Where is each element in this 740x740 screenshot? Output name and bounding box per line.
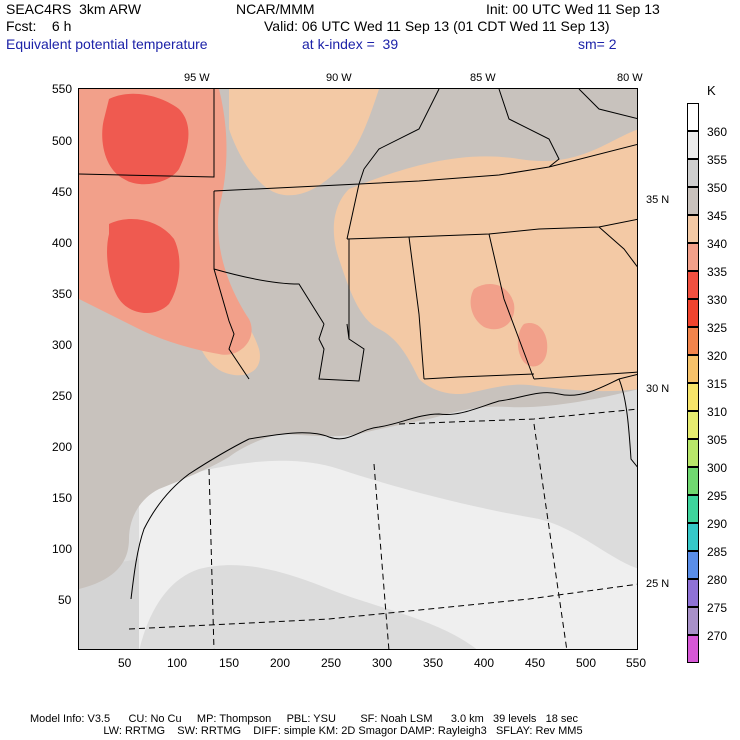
- colorbar-swatch: [687, 579, 699, 607]
- colorbar-label: 345: [707, 209, 728, 223]
- y-tick: 400: [52, 236, 73, 250]
- x-tick: 100: [167, 656, 188, 670]
- colorbar-label: 325: [707, 321, 728, 335]
- state-borders: [79, 89, 637, 382]
- colorbar-label: 275: [707, 601, 728, 615]
- colorbar-label: 285: [707, 545, 728, 559]
- colorbar-swatch: [687, 523, 699, 551]
- lon-label-85w: 85 W: [470, 72, 496, 84]
- init-time: Init: 00 UTC Wed 11 Sep 13: [486, 1, 660, 17]
- ocean-light-gulf: [139, 460, 637, 649]
- colorbar-swatch: [687, 355, 699, 383]
- colorbar-label: 340: [707, 237, 728, 251]
- colorbar-label: 280: [707, 573, 728, 587]
- map-canvas: [79, 89, 637, 649]
- valid-time: Valid: 06 UTC Wed 11 Sep 13 (01 CDT Wed …: [264, 18, 610, 34]
- colorbar-swatch: [687, 299, 699, 327]
- colorbar-label: 355: [707, 153, 728, 167]
- x-tick: 150: [219, 656, 240, 670]
- model-title: SEAC4RS 3km ARW: [6, 1, 142, 17]
- colorbar-swatch: [687, 551, 699, 579]
- colorbar-swatch: [687, 243, 699, 271]
- x-tick: 300: [372, 656, 393, 670]
- colorbar-swatch: [687, 131, 699, 159]
- model-info-line1: Model Info: V3.5 CU: No Cu MP: Thompson …: [30, 713, 578, 725]
- colorbar-swatch: [687, 607, 699, 635]
- y-tick: 100: [52, 542, 73, 556]
- model-info-line2: LW: RRTMG SW: RRTMG DIFF: simple KM: 2D …: [30, 725, 583, 737]
- y-tick: 250: [52, 389, 73, 403]
- colorbar-label: 320: [707, 349, 728, 363]
- y-tick: 500: [52, 134, 73, 148]
- x-tick: 250: [321, 656, 342, 670]
- colorbar-label: 310: [707, 405, 728, 419]
- lat-label-35n: 35 N: [646, 194, 670, 206]
- colorbar-swatch: [687, 439, 699, 467]
- texas-coastline: [130, 438, 250, 600]
- colorbar-label: 335: [707, 265, 728, 279]
- colorbar-label: 360: [707, 125, 728, 139]
- colorbar-swatch: [687, 411, 699, 439]
- colorbar-unit: K: [707, 83, 716, 98]
- graticule: [128, 408, 637, 649]
- gulf-coastline: [248, 373, 637, 440]
- x-tick: 450: [525, 656, 546, 670]
- colorbar-label: 300: [707, 461, 728, 475]
- florida-coastline: [618, 378, 637, 468]
- x-tick: 200: [270, 656, 291, 670]
- x-tick: 500: [576, 656, 597, 670]
- colorbar-swatch: [687, 271, 699, 299]
- colorbar-swatch: [687, 215, 699, 243]
- colorbar-label: 290: [707, 517, 728, 531]
- tan-east-region: [333, 129, 637, 394]
- y-tick: 350: [52, 287, 73, 301]
- y-tick: 300: [52, 338, 73, 352]
- x-tick: 50: [118, 656, 132, 670]
- map-plot: [78, 88, 638, 650]
- lon-label-80w: 80 W: [617, 72, 643, 84]
- x-tick: 350: [423, 656, 444, 670]
- colorbar-swatch: [687, 187, 699, 215]
- colorbar-swatch: [687, 635, 699, 663]
- colorbar-swatch: [687, 467, 699, 495]
- lon-label-90w: 90 W: [326, 72, 352, 84]
- x-tick: 400: [474, 656, 495, 670]
- colorbar-label: 295: [707, 489, 728, 503]
- colorbar-label: 305: [707, 433, 728, 447]
- smoothing-label: sm= 2: [578, 36, 617, 52]
- y-tick: 450: [52, 185, 73, 199]
- colorbar-swatch: [687, 383, 699, 411]
- lat-label-30n: 30 N: [646, 383, 670, 395]
- colorbar-label: 330: [707, 293, 728, 307]
- colorbar-swatch: [687, 103, 699, 131]
- colorbar-label: 270: [707, 629, 728, 643]
- x-tick: 550: [626, 656, 647, 670]
- colorbar-label: 315: [707, 377, 728, 391]
- colorbar-swatch: [687, 327, 699, 355]
- field-name: Equivalent potential temperature: [6, 36, 208, 52]
- y-tick: 550: [52, 82, 73, 96]
- colorbar-swatch: [687, 495, 699, 523]
- forecast-hour: Fcst: 6 h: [6, 18, 72, 34]
- lat-label-25n: 25 N: [646, 578, 670, 590]
- red-south-patch: [107, 219, 180, 314]
- y-tick: 50: [58, 593, 72, 607]
- level-label: at k-index = 39: [302, 36, 399, 52]
- red-north-patch: [102, 93, 189, 185]
- center-label: NCAR/MMM: [236, 1, 315, 17]
- lon-label-95w: 95 W: [184, 72, 210, 84]
- tan-north-region: [229, 89, 379, 196]
- y-tick: 150: [52, 491, 73, 505]
- colorbar-swatch: [687, 159, 699, 187]
- y-tick: 200: [52, 440, 73, 454]
- colorbar-label: 350: [707, 181, 728, 195]
